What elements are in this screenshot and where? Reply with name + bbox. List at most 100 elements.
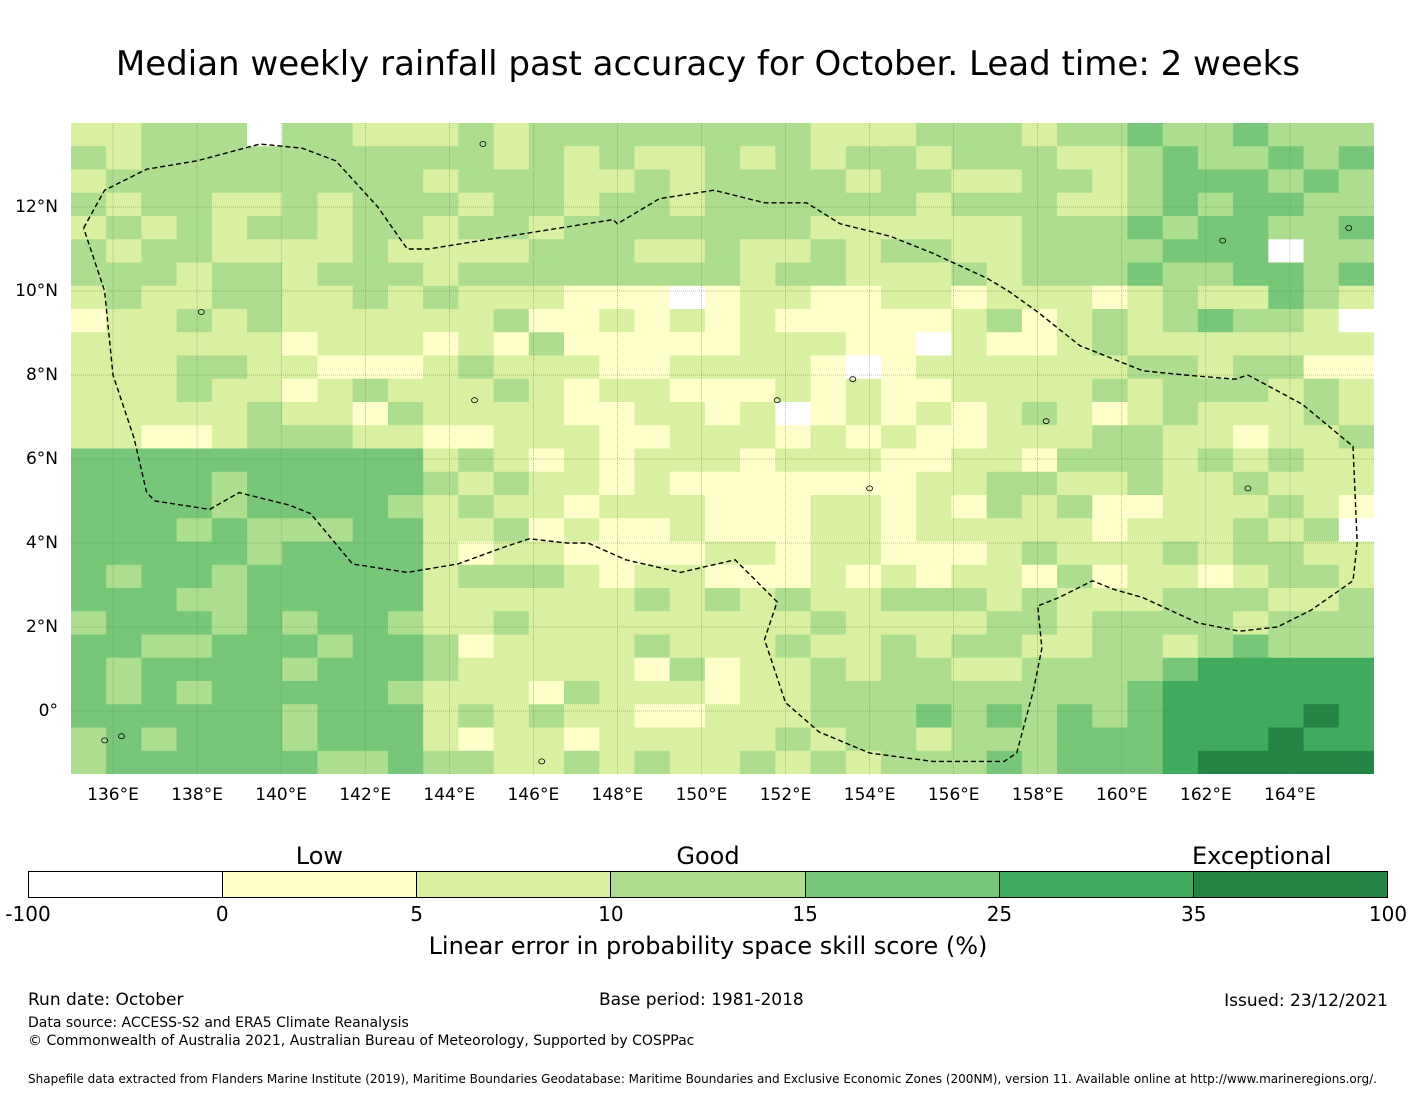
grid-cell [704,402,741,426]
grid-cell [740,285,776,310]
grid-cell [352,285,389,310]
data-source: Data source: ACCESS-S2 and ERA5 Climate … [28,1015,409,1031]
grid-cell [211,704,248,729]
grid-cell [1021,192,1058,217]
grid-cell [740,239,776,264]
grid-cell [669,332,706,357]
grid-cell [704,192,741,217]
grid-cell [1092,634,1129,659]
grid-cell [1092,239,1129,264]
grid-cell [528,657,565,682]
grid-cell [141,309,178,333]
grid-cell [1338,750,1374,774]
grid-cell [1268,192,1305,217]
grid-cell [916,727,953,752]
grid-cell [986,169,1023,194]
grid-cell [141,681,178,705]
grid-cell [1092,169,1129,194]
grid-cell [1338,681,1374,705]
grid-cell [1233,471,1269,496]
grid-cell [669,378,706,403]
grid-cell [916,169,953,194]
grid-cell [317,332,354,357]
grid-cell [1127,588,1164,612]
grid-cell [106,239,143,264]
grid-cell [1092,704,1129,729]
grid-cell [71,634,107,659]
grid-cell [916,285,953,310]
grid-cell [880,123,917,147]
grid-cell [986,239,1023,264]
latitude-tick-label: 12°N [15,197,58,217]
grid-cell [564,146,600,171]
grid-cell [704,332,741,357]
grid-cell [282,309,319,333]
grid-cell [704,541,741,566]
grid-cell [1268,750,1305,774]
grid-cell [493,192,530,217]
grid-cell [845,634,882,659]
grid-cell [247,262,283,287]
shapefile-credit: Shapefile data extracted from Flanders M… [28,1072,1377,1086]
grid-cell [493,402,530,426]
grid-cell [387,750,424,774]
grid-cell [106,541,143,566]
grid-cell [211,588,248,612]
grid-cell [634,611,671,636]
grid-cell [1021,378,1058,403]
grid-cell [669,634,706,659]
grid-cell [1021,657,1058,682]
grid-cell [704,285,741,310]
grid-cell [458,634,495,659]
grid-cell [1057,262,1093,287]
grid-cell [1268,448,1305,473]
grid-cell [564,727,600,752]
grid-cell [106,634,143,659]
grid-cell [880,727,917,752]
grid-cell [352,750,389,774]
grid-cell [1021,611,1058,636]
grid-cell [810,262,847,287]
grid-cell [1303,425,1340,450]
grid-cell [564,448,600,473]
grid-cell [423,192,459,217]
grid-cell [106,727,143,752]
grid-cell [1162,239,1199,264]
grid-cell [951,239,988,264]
grid-cell [634,471,671,496]
colorbar-title: Linear error in probability space skill … [428,932,988,960]
grid-cell [775,518,812,543]
grid-cell [458,309,495,333]
island-outline [773,397,781,404]
grid-cell [71,123,107,147]
grid-cell [810,402,847,426]
grid-cell [71,750,107,774]
grid-cell [740,750,776,774]
grid-cell [423,309,459,333]
grid-cell [176,402,213,426]
grid-cell [458,704,495,729]
grid-cell [1233,309,1269,333]
grid-cell [176,123,213,147]
grid-cell [775,378,812,403]
grid-cell [845,285,882,310]
grid-cell [423,402,459,426]
grid-cell [317,657,354,682]
grid-cell [528,588,565,612]
grid-cell [1303,634,1340,659]
grid-cell [564,657,600,682]
grid-cell [810,681,847,705]
grid-cell [916,216,953,240]
grid-cell [810,146,847,171]
grid-cell [1162,378,1199,403]
grid-cell [775,541,812,566]
grid-cell [1021,355,1058,380]
grid-cell [71,169,107,194]
grid-cell [669,681,706,705]
grid-cell [1233,564,1269,589]
grid-cell [387,355,424,380]
grid-cell [669,146,706,171]
grid-cell [423,123,459,147]
grid-cell [387,425,424,450]
grid-cell [564,169,600,194]
